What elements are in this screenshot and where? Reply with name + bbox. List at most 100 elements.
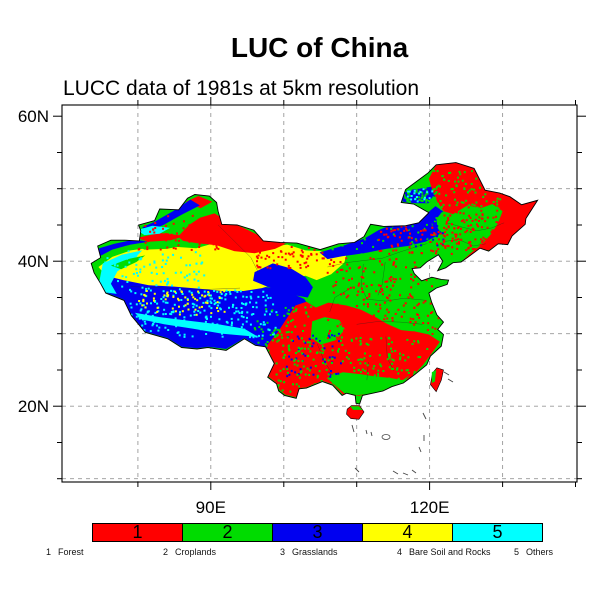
landcover-speckle [424, 387, 427, 390]
landcover-speckle [341, 360, 344, 363]
landcover-speckle [396, 367, 399, 370]
landcover-speckle [292, 310, 295, 313]
landcover-speckle [386, 236, 389, 239]
landcover-speckle [335, 233, 338, 236]
landcover-speckle [349, 286, 352, 289]
landcover-speckle [474, 191, 477, 194]
landcover-speckle [123, 257, 126, 260]
landcover-speckle [413, 340, 416, 343]
landcover-speckle [352, 286, 355, 289]
landcover-speckle [434, 327, 437, 330]
landcover-speckle [394, 278, 397, 281]
landcover-speckle [332, 285, 335, 288]
landcover-speckle [206, 300, 209, 303]
landcover-speckle [296, 335, 299, 338]
landcover-speckle [399, 277, 402, 280]
landcover-speckle [149, 230, 152, 233]
landcover-speckle [213, 303, 216, 306]
landcover-speckle [438, 192, 441, 195]
landcover-speckle [217, 304, 219, 307]
landcover-speckle [219, 307, 222, 310]
landcover-speckle [409, 335, 412, 338]
landcover-speckle [329, 329, 331, 332]
province-boundary [363, 297, 427, 302]
landcover-speckle [385, 254, 388, 257]
landcover-speckle [346, 391, 349, 394]
landcover-speckle [177, 299, 180, 302]
landcover-speckle [425, 215, 428, 218]
landcover-speckle [422, 301, 425, 304]
landcover-speckle [242, 295, 245, 298]
figure-title: LUC of China [230, 32, 409, 63]
landcover-speckle [308, 337, 311, 340]
landcover-speckle [435, 250, 438, 253]
landcover-speckle [373, 365, 376, 367]
landcover-speckle [375, 290, 378, 293]
landcover-speckle [381, 263, 384, 266]
landcover-speckle [153, 299, 155, 302]
landcover-speckle [237, 318, 240, 321]
landcover-speckle [210, 294, 212, 297]
landcover-speckle [357, 231, 360, 234]
landcover-speckle [378, 260, 381, 263]
landcover-speckle [172, 290, 175, 293]
landcover-speckle [154, 300, 157, 302]
landcover-speckle [363, 357, 366, 360]
landcover-speckle [365, 342, 368, 345]
landcover-speckle [192, 306, 195, 309]
landcover-speckle [393, 392, 396, 395]
landcover-speckle [360, 287, 363, 290]
landcover-speckle [388, 379, 391, 381]
landcover-speckle [412, 318, 415, 321]
landcover-speckle [141, 304, 144, 307]
province-boundary [130, 286, 241, 290]
landcover-speckle [360, 275, 363, 278]
landcover-speckle [138, 317, 141, 320]
landcover-speckle [502, 211, 505, 214]
landcover-speckle [324, 363, 327, 366]
landcover-speckle [313, 249, 316, 251]
landcover-speckle [366, 303, 369, 306]
landcover-speckle [177, 244, 180, 247]
sea-dash [354, 467, 360, 473]
landcover-speckle [448, 204, 451, 207]
landcover-speckle [138, 258, 141, 261]
landcover-speckle [405, 387, 408, 390]
landcover-speckle [300, 249, 303, 252]
landcover-speckle [330, 362, 333, 364]
landcover-speckle [405, 197, 408, 200]
landcover-speckle [358, 324, 361, 327]
landcover-speckle [140, 293, 143, 296]
landcover-speckle [361, 368, 364, 371]
landcover-speckle [370, 390, 373, 393]
landcover-speckle [272, 252, 275, 255]
landcover-speckle [307, 247, 310, 249]
landcover-speckle [126, 281, 129, 283]
landcover-speckle [451, 240, 453, 243]
landcover-speckle [205, 333, 208, 335]
landcover-speckle [160, 298, 163, 300]
landcover-speckle [390, 227, 393, 230]
landcover-speckle [227, 215, 230, 218]
landcover-speckle [386, 317, 389, 320]
landcover-speckle [445, 228, 448, 231]
landcover-speckle [184, 296, 187, 299]
landcover-speckle [186, 302, 189, 305]
landcover-speckle [408, 198, 411, 201]
landcover-speckle [418, 192, 421, 195]
landcover-speckle [189, 314, 192, 317]
landcover-speckle [477, 225, 480, 228]
landcover-speckle [140, 308, 143, 311]
landcover-speckle [469, 243, 472, 246]
landcover-speckle [304, 341, 307, 344]
landcover-speckle [407, 200, 410, 203]
landcover-speckle [421, 194, 424, 197]
landcover-speckle [342, 277, 345, 280]
landcover-speckle [170, 233, 173, 236]
landcover-speckle [174, 310, 177, 313]
landcover-speckle [403, 229, 406, 232]
landcover-speckle [138, 300, 141, 302]
landcover-speckle [153, 231, 156, 234]
landcover-speckle [147, 287, 150, 290]
landcover-speckle [383, 213, 386, 216]
